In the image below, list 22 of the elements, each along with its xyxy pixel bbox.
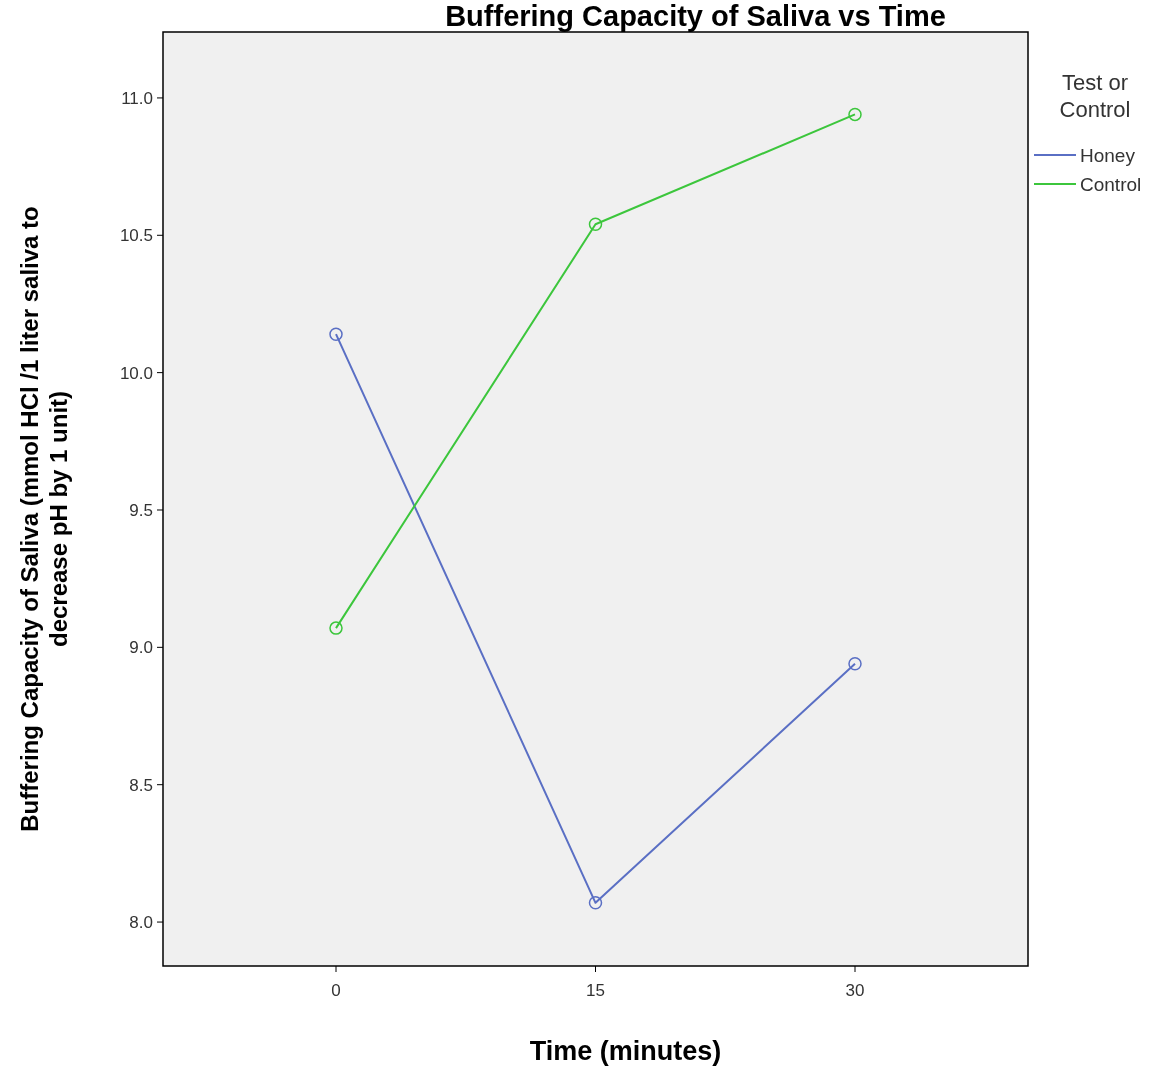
- y-tick-label: 10.5: [119, 226, 153, 246]
- y-tick-label: 10.0: [119, 363, 153, 383]
- point: [848, 657, 862, 671]
- y-tick-label: 9.0: [129, 638, 153, 658]
- point: [588, 217, 603, 232]
- point: [848, 107, 862, 122]
- point: [329, 621, 343, 635]
- legend-title: Test or Control: [1059, 70, 1131, 122]
- y-axis-title: Buffering Capacity of Saliva (mmol HCl /1 liter saliva to decrease pH by 1 unit): [16, 206, 72, 832]
- x-axis-title: Time (minutes): [529, 1036, 722, 1066]
- point: [588, 896, 603, 910]
- chart-title: Buffering Capacity of Saliva vs Time: [445, 0, 946, 32]
- y-tick-label: 9.5: [129, 500, 153, 520]
- legend-label: Honey: [1080, 144, 1136, 166]
- x-tick-label: 30: [845, 981, 865, 1000]
- legend-label: Control: [1080, 173, 1142, 195]
- point: [329, 327, 343, 341]
- y-tick-label: 8.5: [129, 775, 153, 795]
- x-tick-label: 15: [586, 981, 605, 1000]
- x-tick-label: 0: [331, 981, 341, 1000]
- y-tick-label: 11.0: [121, 88, 153, 108]
- y-tick-label: 8.0: [129, 913, 153, 932]
